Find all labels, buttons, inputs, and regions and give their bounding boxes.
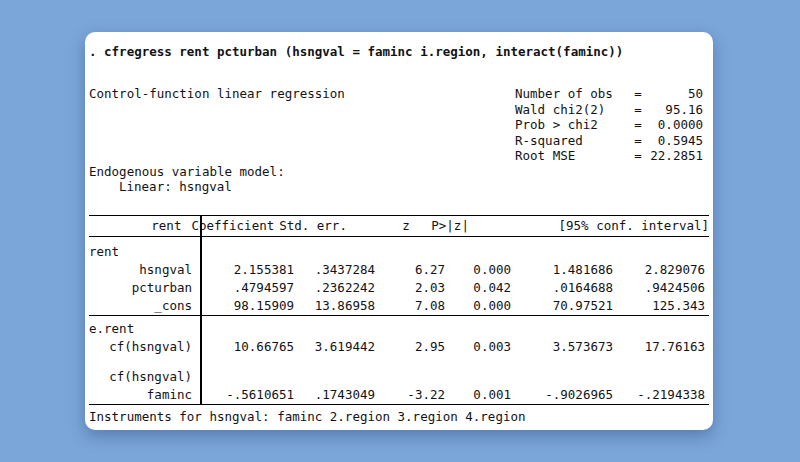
equation-label: e.rent	[89, 321, 200, 336]
table-section-rent: rent hsngval2.155381.34372846.270.0001.4…	[89, 237, 709, 315]
cell-pvalue: 0.000	[445, 298, 511, 313]
desktop-background: { "colors": { "background": "#7ba6da", "…	[0, 0, 800, 462]
cell-ci-upper: .9424506	[613, 280, 705, 295]
stat-equals: =	[631, 117, 645, 133]
stat-equals: =	[631, 86, 645, 102]
col-header-stderr: Std. err.	[274, 218, 347, 233]
col-header-z: z	[347, 218, 410, 233]
cell-stderr: .1743049	[294, 387, 375, 402]
cell-varname: faminc	[89, 387, 200, 402]
cell-varname: _cons	[89, 298, 200, 313]
cell-z: 6.27	[375, 262, 445, 277]
stat-equals: =	[631, 102, 645, 118]
stat-row-r-squared: R-squared=0.5945	[515, 133, 703, 149]
table-header-row: rentCoefficientStd. err.zP>|z| [95% conf.…	[89, 216, 709, 236]
model-title: Control-function linear regression	[89, 86, 345, 102]
stat-label: Wald chi2(2)	[515, 102, 631, 118]
col-header-depvar: rent	[89, 218, 189, 233]
cell-z: -3.22	[375, 387, 445, 402]
stat-equals: =	[631, 133, 645, 149]
table-blank-row	[89, 356, 709, 368]
endogenous-model-detail: Linear: hsngval	[89, 179, 709, 195]
table-group-row: rent	[89, 243, 709, 261]
table-row: faminc-.5610651.1743049-3.220.001-.90269…	[89, 386, 709, 404]
equation-label: cf(hsngval)	[89, 369, 200, 384]
cell-ci-lower: 1.481686	[511, 262, 613, 277]
cell-stderr: .2362242	[294, 280, 375, 295]
cell-ci-upper: 125.343	[613, 298, 705, 313]
cell-pvalue: 0.003	[445, 339, 511, 354]
endogenous-model-block: Endogenous variable model: Linear: hsngv…	[89, 164, 709, 195]
cell-varname: hsngval	[89, 262, 200, 277]
cell-stderr: .3437284	[294, 262, 375, 277]
cell-coef: 10.66765	[202, 339, 294, 354]
stat-value: 50	[645, 86, 703, 102]
cell-z: 2.03	[375, 280, 445, 295]
table-row: pcturban.4794597.23622422.030.042.016468…	[89, 279, 709, 297]
stata-results-window: . cfregress rent pcturban (hsngval = fam…	[85, 32, 713, 430]
table-group-row: e.rent	[89, 320, 709, 338]
stat-label: Number of obs	[515, 86, 631, 102]
stat-row-number-of-obs: Number of obs=50	[515, 86, 703, 102]
table-group-row: cf(hsngval)	[89, 368, 709, 386]
endogenous-model-heading: Endogenous variable model:	[89, 164, 709, 180]
cell-coef: 2.155381	[202, 262, 294, 277]
stat-label: Prob > chi2	[515, 117, 631, 133]
stat-value: 0.0000	[645, 117, 703, 133]
cell-coef: .4794597	[202, 280, 294, 295]
cell-pvalue: 0.001	[445, 387, 511, 402]
table-vertical-divider	[200, 215, 202, 405]
stat-row-wald-chi2: Wald chi2(2)=95.16	[515, 102, 703, 118]
col-header-coefficient: Coefficient	[191, 218, 274, 233]
cell-ci-lower: .0164688	[511, 280, 613, 295]
cell-stderr: 13.86958	[294, 298, 375, 313]
stat-label: Root MSE	[515, 148, 631, 164]
cell-z: 7.08	[375, 298, 445, 313]
table-row: _cons98.1590913.869587.080.00070.9752112…	[89, 297, 709, 315]
cell-ci-lower: 70.97521	[511, 298, 613, 313]
table-rule-bottom	[89, 404, 709, 405]
cell-varname: pcturban	[89, 280, 200, 295]
stat-value: 22.2851	[645, 148, 703, 164]
col-header-pvalue: P>|z|	[410, 218, 469, 233]
cell-ci-upper: -.2194338	[613, 387, 705, 402]
stat-label: R-squared	[515, 133, 631, 149]
cell-ci-upper: 17.76163	[613, 339, 705, 354]
cell-z: 2.95	[375, 339, 445, 354]
cell-ci-upper: 2.829076	[613, 262, 705, 277]
stat-row-root-mse: Root MSE=22.2851	[515, 148, 703, 164]
stat-row-prob-chi2: Prob > chi2=0.0000	[515, 117, 703, 133]
table-row: hsngval2.155381.34372846.270.0001.481686…	[89, 261, 709, 279]
table-row: cf(hsngval)10.667653.6194422.950.0033.57…	[89, 338, 709, 356]
stats-block: Number of obs=50 Wald chi2(2)=95.16 Prob…	[515, 86, 703, 164]
col-header-conf-interval: [95% conf. interval]	[535, 218, 709, 233]
summary-block: Control-function linear regression Numbe…	[89, 86, 709, 164]
instruments-note: Instruments for hsngval: faminc 2.region…	[89, 408, 709, 425]
equation-label: rent	[89, 244, 200, 259]
coefficient-table: rentCoefficientStd. err.zP>|z|[95% conf.…	[89, 215, 709, 405]
stat-value: 95.16	[645, 102, 703, 118]
command-line: . cfregress rent pcturban (hsngval = fam…	[89, 44, 709, 60]
cell-varname: cf(hsngval)	[89, 339, 200, 354]
cell-pvalue: 0.042	[445, 280, 511, 295]
stat-value: 0.5945	[645, 133, 703, 149]
cell-ci-lower: 3.573673	[511, 339, 613, 354]
cell-ci-lower: -.9026965	[511, 387, 613, 402]
cell-coef: 98.15909	[202, 298, 294, 313]
cell-pvalue: 0.000	[445, 262, 511, 277]
table-section-e-rent: e.rent cf(hsngval)10.667653.6194422.950.…	[89, 316, 709, 404]
cell-stderr: 3.619442	[294, 339, 375, 354]
cell-coef: -.5610651	[202, 387, 294, 402]
stat-equals: =	[631, 148, 645, 164]
